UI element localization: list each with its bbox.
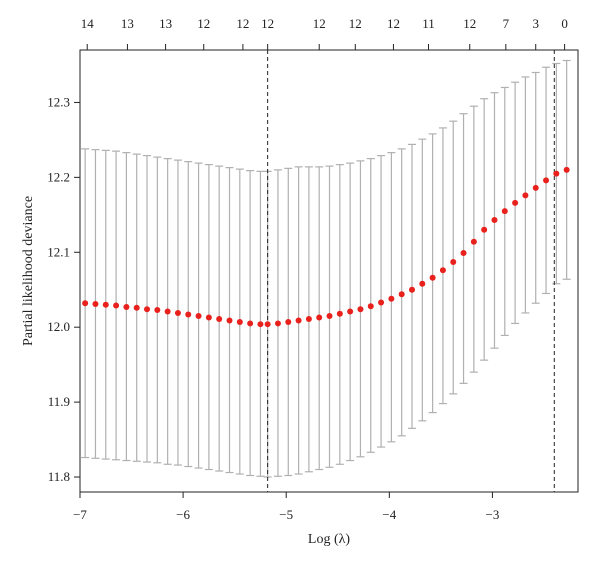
deviance-point bbox=[470, 238, 477, 245]
deviance-point bbox=[543, 177, 550, 184]
y-tick-label: 11.9 bbox=[48, 394, 70, 409]
error-bar bbox=[408, 143, 416, 429]
x-tick-label: −3 bbox=[486, 507, 500, 522]
deviance-point bbox=[82, 300, 89, 307]
deviance-point bbox=[185, 311, 192, 318]
top-tick-label: 12 bbox=[261, 16, 274, 31]
deviance-point bbox=[532, 184, 539, 191]
deviance-point bbox=[481, 226, 488, 233]
deviance-point bbox=[357, 306, 364, 313]
top-tick-label: 3 bbox=[532, 16, 539, 31]
y-tick-label: 12.2 bbox=[47, 169, 70, 184]
reference-lines bbox=[267, 50, 555, 492]
error-bar bbox=[459, 113, 468, 384]
x-tick-label: −4 bbox=[382, 507, 396, 522]
deviance-point bbox=[195, 312, 202, 319]
deviance-point bbox=[419, 280, 426, 287]
deviance-point bbox=[398, 291, 405, 298]
error-bar bbox=[428, 133, 437, 414]
y-tick-label: 12.0 bbox=[47, 319, 70, 334]
deviance-point bbox=[460, 250, 467, 257]
deviance-point bbox=[257, 321, 264, 328]
deviance-point bbox=[205, 314, 212, 321]
deviance-point bbox=[522, 192, 529, 199]
y-tick-label: 12.1 bbox=[47, 244, 70, 259]
top-tick-label: 0 bbox=[561, 16, 568, 31]
top-axis: 14 13 13 12 12 12 12 12 12 11 12 7 3 0 bbox=[81, 16, 568, 50]
top-tick-label: 12 bbox=[349, 16, 362, 31]
deviance-point bbox=[429, 274, 436, 281]
deviance-point bbox=[378, 299, 385, 306]
deviance-point bbox=[305, 315, 312, 322]
deviance-point bbox=[133, 304, 140, 311]
deviance-point bbox=[501, 208, 508, 215]
x-tick-label: −7 bbox=[73, 507, 87, 522]
deviance-point bbox=[102, 301, 109, 308]
deviance-point bbox=[450, 259, 457, 266]
deviance-point bbox=[216, 315, 223, 322]
y-tick-label: 12.3 bbox=[47, 94, 70, 109]
deviance-point bbox=[439, 267, 446, 274]
deviance-point bbox=[491, 217, 498, 224]
deviance-point bbox=[144, 306, 151, 313]
x-tick-label: −6 bbox=[176, 507, 190, 522]
deviance-point bbox=[512, 199, 519, 206]
top-tick-label: 12 bbox=[463, 16, 476, 31]
deviance-point bbox=[154, 306, 161, 313]
y-axis: 11.8 11.9 12.0 12.1 12.2 12.3 bbox=[47, 94, 80, 484]
error-bars bbox=[81, 59, 571, 478]
y-axis-title: Partial likelihood deviance bbox=[21, 196, 36, 346]
deviance-point bbox=[409, 286, 415, 293]
top-tick-label: 12 bbox=[313, 16, 326, 31]
deviance-point bbox=[226, 317, 233, 324]
deviance-point bbox=[174, 309, 181, 316]
deviance-point bbox=[347, 308, 354, 315]
deviance-point bbox=[264, 321, 271, 328]
deviance-point bbox=[113, 302, 120, 309]
top-tick-label: 11 bbox=[422, 16, 435, 31]
error-bar bbox=[438, 127, 447, 405]
plot-frame bbox=[79, 49, 579, 493]
x-axis-title: Log (λ) bbox=[308, 532, 351, 547]
deviance-points bbox=[82, 166, 570, 328]
top-tick-label: 13 bbox=[121, 16, 134, 31]
top-tick-label: 12 bbox=[236, 16, 249, 31]
deviance-point bbox=[274, 320, 281, 327]
deviance-point bbox=[236, 318, 243, 325]
deviance-point bbox=[295, 317, 302, 324]
error-bar bbox=[418, 138, 427, 422]
top-tick-label: 7 bbox=[503, 16, 510, 31]
x-axis: −7 −6 −5 −4 −3 bbox=[73, 492, 499, 522]
deviance-point bbox=[285, 318, 292, 325]
deviance-point bbox=[553, 170, 560, 177]
top-tick-label: 12 bbox=[387, 16, 400, 31]
deviance-point bbox=[316, 314, 323, 321]
y-tick-label: 11.8 bbox=[48, 469, 70, 484]
deviance-point bbox=[326, 312, 333, 319]
top-tick-label: 12 bbox=[197, 16, 210, 31]
top-tick-label: 13 bbox=[159, 16, 172, 31]
deviance-point bbox=[164, 308, 171, 315]
deviance-point bbox=[92, 300, 99, 307]
deviance-point bbox=[336, 310, 343, 317]
deviance-point bbox=[123, 303, 130, 310]
plot-border bbox=[79, 49, 579, 493]
deviance-point bbox=[367, 303, 374, 310]
x-tick-label: −5 bbox=[279, 507, 293, 522]
error-bar bbox=[449, 120, 458, 395]
deviance-point bbox=[563, 166, 570, 173]
deviance-point bbox=[247, 320, 254, 327]
deviance-point bbox=[388, 295, 395, 302]
top-tick-label: 14 bbox=[81, 16, 95, 31]
